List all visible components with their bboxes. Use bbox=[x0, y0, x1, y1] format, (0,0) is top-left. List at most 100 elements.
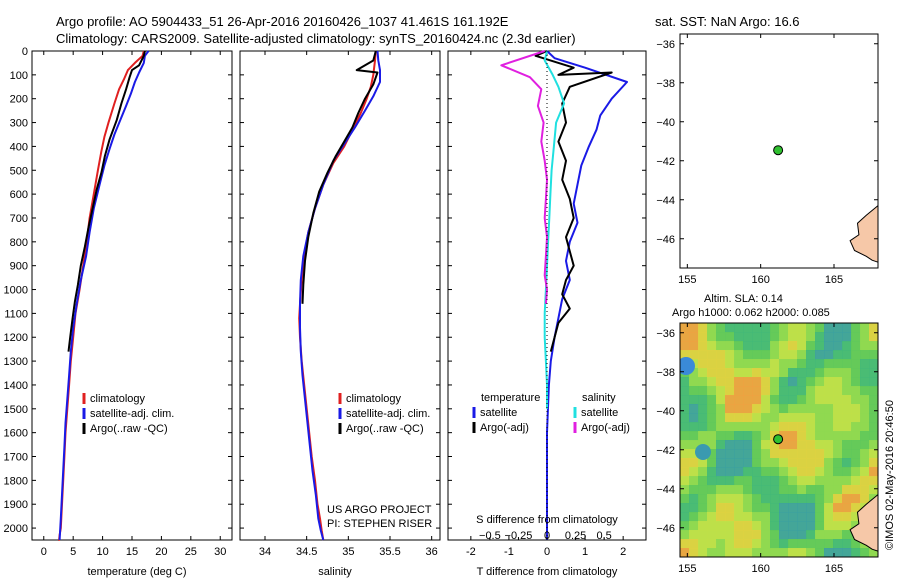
heatmap-cell bbox=[779, 377, 789, 387]
heatmap-cell bbox=[833, 512, 843, 522]
heatmap-cell bbox=[770, 422, 780, 432]
heatmap-cell bbox=[770, 377, 780, 387]
heatmap-cell bbox=[734, 521, 744, 531]
heatmap-cell bbox=[689, 440, 699, 450]
heatmap-cell bbox=[680, 404, 690, 414]
heatmap-cell bbox=[680, 377, 690, 387]
heatmap-cell bbox=[734, 350, 744, 360]
heatmap-cell bbox=[779, 530, 789, 540]
heatmap-cell bbox=[770, 350, 780, 360]
heatmap-cell bbox=[770, 467, 780, 477]
heatmap-cell bbox=[815, 440, 825, 450]
heatmap-cell bbox=[851, 341, 861, 351]
float-marker bbox=[773, 434, 784, 445]
y-tick-label: −46 bbox=[656, 523, 675, 535]
heatmap-blob bbox=[680, 357, 695, 375]
heatmap-cell bbox=[707, 395, 717, 405]
heatmap-cell bbox=[734, 341, 744, 351]
heatmap-cell bbox=[869, 440, 878, 450]
heatmap-cell bbox=[779, 422, 789, 432]
heatmap-cell bbox=[842, 386, 852, 396]
temperature-xlabel: temperature (deg C) bbox=[87, 566, 186, 578]
y-tick-label: 300 bbox=[10, 118, 28, 130]
x-tick-label: 15 bbox=[126, 546, 138, 558]
heatmap-cell bbox=[752, 323, 762, 333]
heatmap-cell bbox=[824, 494, 834, 504]
heatmap-cell bbox=[752, 368, 762, 378]
series-line bbox=[58, 50, 145, 541]
heatmap-cell bbox=[779, 440, 789, 450]
heatmap-cell bbox=[743, 422, 753, 432]
heatmap-cell bbox=[770, 548, 780, 557]
heatmap-cell bbox=[833, 521, 843, 531]
series-line bbox=[67, 50, 146, 352]
heatmap-cell bbox=[788, 503, 798, 513]
heatmap-cell bbox=[788, 485, 798, 495]
heatmap-cell bbox=[734, 458, 744, 468]
heatmap-cell bbox=[761, 548, 771, 557]
heatmap-cell bbox=[860, 458, 870, 468]
heatmap-cell bbox=[770, 557, 780, 567]
heatmap-cell bbox=[734, 359, 744, 369]
heatmap-cell bbox=[698, 404, 708, 414]
series-line bbox=[500, 50, 548, 304]
heatmap-cell bbox=[824, 332, 834, 342]
heatmap-cell bbox=[770, 386, 780, 396]
heatmap-cell bbox=[716, 395, 726, 405]
heatmap-cell bbox=[824, 368, 834, 378]
heatmap-cell bbox=[770, 521, 780, 531]
x-tick-label: 25 bbox=[185, 546, 197, 558]
credit-label: ©IMOS 02-May-2016 20:46:50 bbox=[884, 400, 896, 550]
heatmap-cell bbox=[797, 512, 807, 522]
y-tick-label: 1500 bbox=[4, 404, 28, 416]
heatmap-cell bbox=[851, 332, 861, 342]
series-line bbox=[546, 50, 628, 540]
heatmap-cell bbox=[698, 494, 708, 504]
heatmap-cell bbox=[752, 386, 762, 396]
heatmap-cell bbox=[779, 323, 789, 333]
heatmap-cell bbox=[761, 341, 771, 351]
heatmap-cell bbox=[689, 539, 699, 549]
heatmap-cell bbox=[869, 404, 878, 414]
heatmap-cell bbox=[851, 539, 861, 549]
heatmap-cell bbox=[743, 521, 753, 531]
heatmap-cell bbox=[734, 476, 744, 486]
heatmap-cell bbox=[770, 404, 780, 414]
heatmap-cell bbox=[842, 476, 852, 486]
heatmap-cell bbox=[698, 377, 708, 387]
heatmap-cell bbox=[833, 467, 843, 477]
heatmap-cell bbox=[752, 395, 762, 405]
heatmap-cell bbox=[869, 467, 878, 477]
legend-heading-salinity: salinity bbox=[582, 392, 616, 404]
heatmap-cell bbox=[779, 368, 789, 378]
y-tick-label: 1600 bbox=[4, 428, 28, 440]
heatmap-cell bbox=[824, 377, 834, 387]
heatmap-cell bbox=[770, 503, 780, 513]
heatmap-cell bbox=[725, 359, 735, 369]
heatmap-cell bbox=[707, 458, 717, 468]
heatmap-cell bbox=[788, 359, 798, 369]
heatmap-cell bbox=[842, 449, 852, 459]
heatmap-cell bbox=[689, 341, 699, 351]
heatmap-cell bbox=[743, 440, 753, 450]
heatmap-cell bbox=[725, 521, 735, 531]
heatmap-cell bbox=[869, 449, 878, 459]
heatmap-cell bbox=[743, 485, 753, 495]
sst-map-panel: 155 160 165 −36 −38 −40 −42 −44 −46 bbox=[656, 33, 879, 286]
heatmap-cell bbox=[815, 530, 825, 540]
heatmap-cell bbox=[761, 449, 771, 459]
heatmap-cell bbox=[824, 422, 834, 432]
heatmap-cell bbox=[770, 413, 780, 423]
heatmap-cell bbox=[707, 323, 717, 333]
heatmap-cell bbox=[788, 530, 798, 540]
heatmap-cell bbox=[869, 350, 878, 360]
heatmap-cell bbox=[761, 458, 771, 468]
heatmap-cell bbox=[734, 557, 744, 567]
sla-map-panel: 155 160 165 −36 −38 −40 −42 −44 −46 bbox=[656, 322, 879, 575]
heatmap-cell bbox=[806, 440, 816, 450]
heatmap-cell bbox=[806, 512, 816, 522]
heatmap-cell bbox=[752, 377, 762, 387]
heatmap-cell bbox=[860, 467, 870, 477]
legend-label: Argo(-adj) bbox=[480, 422, 529, 434]
heatmap-cell bbox=[797, 485, 807, 495]
